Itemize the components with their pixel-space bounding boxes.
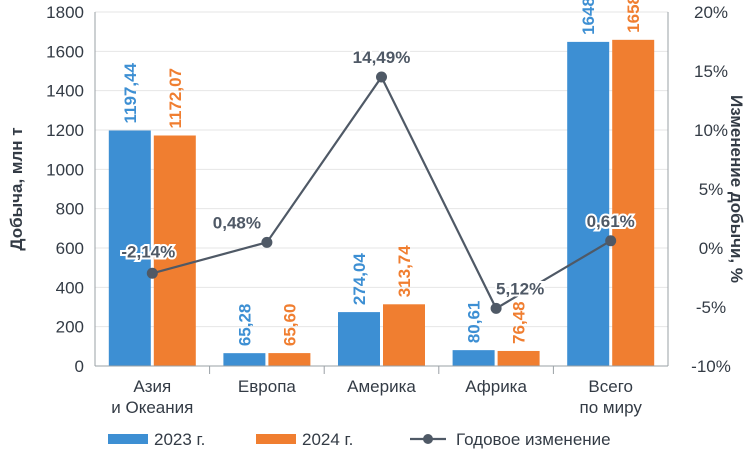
legend-swatch-2023 — [108, 434, 148, 444]
change-marker — [261, 236, 273, 248]
bar-value-label: 1658,49 — [624, 0, 643, 33]
axes: 0 200 400 600 800 1000 1200 1400 1600 1800 -10% -5%… — [46, 3, 731, 417]
legend-label-2023: 2023 г. — [154, 430, 205, 449]
bar-value-label: 1648,06 — [579, 0, 598, 35]
bar-value-label: 80,61 — [465, 301, 484, 344]
bars: 1197,44 65,28 274,04 80,61 1648,06 1172,07 65,… — [108, 0, 655, 367]
legend-label-2024: 2024 г. — [302, 430, 353, 449]
y2-tick-label: 10% — [694, 121, 728, 140]
bar-2024 — [383, 304, 425, 366]
change-polyline — [152, 74, 612, 310]
y-tick-label: 1400 — [46, 82, 84, 101]
category-label: Африка — [465, 377, 527, 396]
y-tick-label: 1200 — [46, 121, 84, 140]
y-tick-label: 1000 — [46, 160, 84, 179]
change-marker — [490, 302, 502, 314]
y2-tick-label: -10% — [691, 357, 731, 376]
y-tick-label: 600 — [56, 239, 84, 258]
category-label: Азия — [133, 377, 171, 396]
bar-2024 — [497, 350, 540, 366]
category-label: Европа — [238, 377, 296, 396]
legend: 2023 г. 2024 г. Годовое изменение — [108, 430, 611, 449]
bar-2024 — [268, 353, 311, 366]
bar-value-label: 1172,07 — [166, 68, 185, 129]
bar-2023 — [108, 130, 151, 366]
change-marker — [146, 267, 158, 279]
bar-value-label: 1197,44 — [121, 62, 140, 123]
y-tick-label: 1600 — [46, 42, 84, 61]
change-value-label: 5,12% — [496, 279, 544, 298]
change-marker — [376, 71, 387, 83]
change-value-label: 0,61% — [587, 212, 635, 231]
bar-2023 — [223, 353, 266, 366]
category-label: Америка — [347, 377, 416, 396]
legend-swatch-2024 — [256, 434, 296, 444]
y-axis-title: Добыча, млн т — [7, 127, 26, 250]
y2-tick-label: 15% — [694, 62, 728, 81]
y-tick-label: 800 — [56, 200, 84, 219]
change-value-label: -2,14% — [121, 242, 175, 261]
change-value-label: 14,49% — [353, 48, 411, 67]
change-marker — [605, 235, 617, 247]
y-tick-label: 200 — [56, 318, 84, 337]
change-line: -2,14% 0,48% 14,49% 5,12% 0,61% — [119, 46, 637, 314]
y-tick-label: 0 — [75, 357, 84, 376]
bar-value-label: 274,04 — [350, 253, 369, 306]
bar-2023 — [338, 312, 380, 366]
category-label: по миру — [580, 398, 643, 417]
legend-line-marker — [423, 434, 433, 444]
change-value-label: 0,48% — [213, 213, 261, 232]
bar-2023 — [452, 350, 495, 366]
y2-axis-title: Изменение добычи, % — [727, 95, 746, 283]
y-tick-label: 1800 — [46, 3, 84, 22]
category-label: и Океания — [111, 398, 193, 417]
bar-2024 — [612, 39, 655, 367]
bar-value-label: 65,60 — [280, 304, 299, 347]
bar-value-label: 76,48 — [510, 301, 529, 344]
bar-value-label: 313,74 — [395, 245, 414, 298]
y2-tick-label: -5% — [696, 298, 726, 317]
y2-tick-label: 0% — [699, 239, 724, 258]
y2-tick-label: 20% — [694, 3, 728, 22]
bar-value-label: 65,28 — [235, 304, 254, 347]
y-tick-label: 400 — [56, 278, 84, 297]
legend-label-change: Годовое изменение — [456, 430, 611, 449]
category-label: Всего — [588, 377, 633, 396]
y2-tick-label: 5% — [699, 180, 724, 199]
bar-2023 — [567, 41, 610, 367]
bar-2024 — [153, 135, 196, 366]
